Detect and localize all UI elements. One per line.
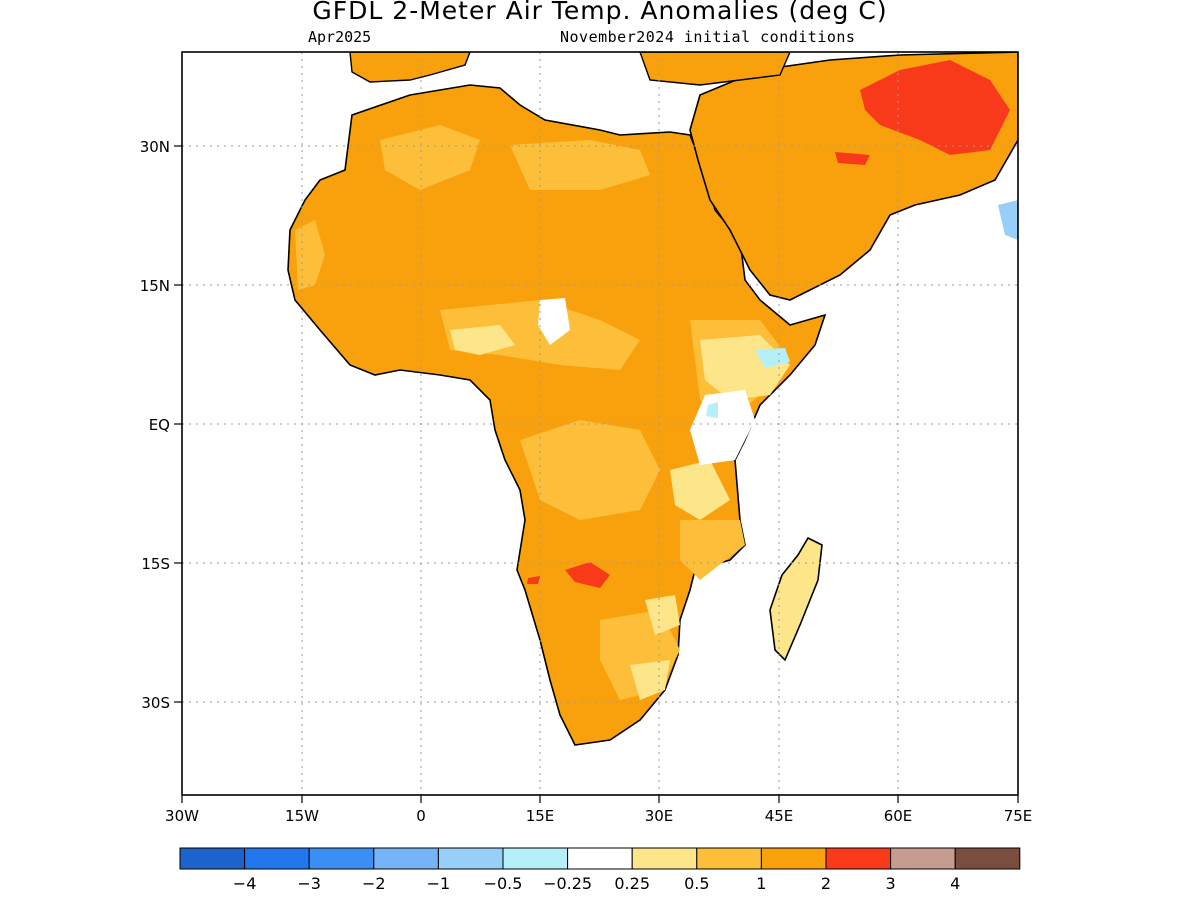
colorbar-label: 0.5 <box>684 874 709 893</box>
x-tick-label: 15E <box>526 807 555 825</box>
moderate-anomaly-sahara <box>380 125 480 190</box>
southern-europe <box>349 52 471 83</box>
colorbar-label: 3 <box>886 874 896 893</box>
colorbar-label: −0.5 <box>484 874 523 893</box>
light-anomaly-nigeria <box>450 325 515 355</box>
x-tick-label: 45E <box>765 807 794 825</box>
colorbar-label: 0.25 <box>614 874 650 893</box>
colorbar-swatch <box>567 847 633 870</box>
colorbar-swatch <box>502 847 569 870</box>
moderate-anomaly-mozambique <box>680 520 745 580</box>
x-tick-label: 30W <box>165 807 199 825</box>
x-tick-label: 0 <box>416 807 426 825</box>
colorbar: −4 −3 −2 −1 −0.5 −0.25 0.25 0.5 1 2 3 4 <box>179 847 1021 893</box>
x-tick-label: 75E <box>1004 807 1033 825</box>
colorbar-swatch <box>631 847 698 870</box>
colorbar-swatch <box>954 847 1021 870</box>
strong-anomaly-gulf <box>835 152 870 165</box>
colorbar-label: 1 <box>756 874 766 893</box>
x-tick-label: 60E <box>884 807 913 825</box>
cool-anomaly-somalia <box>755 348 790 368</box>
axis-ticks <box>174 145 1019 803</box>
colorbar-swatch <box>179 847 246 870</box>
moderate-anomaly-sahel <box>440 300 640 370</box>
y-tick-label: 15S <box>141 555 170 573</box>
strong-anomaly-angola-zambia <box>565 562 610 588</box>
neutral-anomaly-chad <box>538 298 570 345</box>
colorbar-swatch <box>308 847 375 870</box>
moderate-anomaly-egypt <box>510 140 650 190</box>
init-conditions-label: November2024 initial conditions <box>560 28 856 46</box>
neutral-anomaly-kenya <box>690 390 755 465</box>
colorbar-swatch <box>373 847 439 870</box>
colorbar-label: 4 <box>950 874 960 893</box>
valid-month-label: Apr2025 <box>308 28 372 46</box>
moderate-anomaly-west-africa <box>295 220 325 290</box>
y-tick-label: 30N <box>140 138 170 156</box>
colorbar-swatch <box>825 847 892 870</box>
colorbar-label: −2 <box>362 874 386 893</box>
strong-anomaly-namibia-strip <box>527 576 540 584</box>
light-anomaly-zimbabwe <box>645 595 680 635</box>
colorbar-swatch <box>760 847 827 870</box>
map-content <box>182 52 1018 795</box>
colorbar-swatch <box>696 847 762 870</box>
map-grid <box>182 52 1018 795</box>
x-tick-label: 30E <box>645 807 674 825</box>
strong-anomaly-iran <box>860 60 1010 155</box>
colorbar-label: −4 <box>233 874 257 893</box>
colorbar-label: −3 <box>297 874 321 893</box>
colorbar-swatch <box>244 847 310 870</box>
chart-title: GFDL 2-Meter Air Temp. Anomalies (deg C) <box>312 0 888 25</box>
light-anomaly-tanzania <box>670 460 730 520</box>
colorbar-label: 2 <box>821 874 831 893</box>
y-tick-label: 15N <box>140 277 170 295</box>
y-tick-label: EQ <box>149 416 170 434</box>
light-anomaly-south-africa <box>630 660 670 700</box>
turkey-region <box>639 52 791 86</box>
y-axis-labels: 30N 15N EQ 15S 30S <box>140 138 170 712</box>
x-tick-label: 15W <box>285 807 319 825</box>
colorbar-swatch <box>890 847 956 870</box>
y-tick-label: 30S <box>141 694 170 712</box>
cool-anomaly-india <box>998 200 1018 240</box>
colorbar-swatch <box>437 847 504 870</box>
cool-anomaly-east-africa <box>706 402 718 418</box>
colorbar-label: −1 <box>427 874 451 893</box>
x-axis-labels: 30W 15W 0 15E 30E 45E 60E 75E <box>165 807 1032 825</box>
colorbar-label: −0.25 <box>543 874 592 893</box>
moderate-anomaly-congo <box>520 420 660 520</box>
